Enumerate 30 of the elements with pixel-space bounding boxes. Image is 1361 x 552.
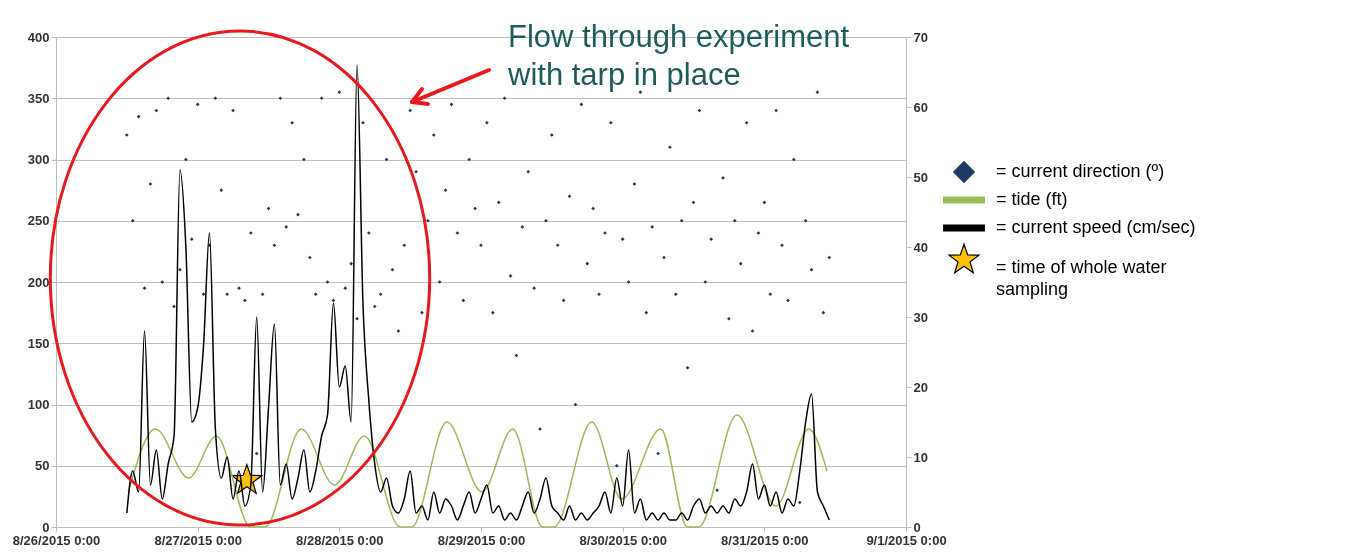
y-tick-label: 100	[27, 397, 50, 412]
legend-label: = current speed (cm/sec)	[996, 217, 1196, 237]
annotation: Flow through experiment with tarp in place	[507, 19, 850, 92]
y2-tick-label: 20	[913, 379, 928, 395]
y-tick-label: 250	[27, 213, 50, 229]
y2-tick-label: 60	[913, 99, 928, 115]
x-tick-label: 8/31/2015 0:00	[721, 532, 809, 548]
y-tick-label: 0	[42, 519, 50, 535]
y-tick-label: 50	[35, 458, 50, 474]
y-tick-label: 400	[27, 29, 50, 45]
y2-tick-label: 50	[913, 169, 928, 185]
x-tick-label: 8/28/2015 0:00	[296, 532, 384, 548]
y2-tick-label: 70	[913, 29, 928, 45]
legend-label: = tide (ft)	[996, 189, 1068, 209]
x-tick-label: 8/29/2015 0:00	[437, 532, 526, 548]
y-tick-label: 150	[27, 335, 50, 351]
x-tick-label: 8/27/2015 0:00	[154, 532, 242, 548]
y-tick-label: 200	[27, 274, 50, 290]
y-tick-label: 300	[27, 152, 50, 167]
legend-label: = time of whole water sampling	[996, 257, 1167, 299]
x-tick-label: 9/1/2015 0:00	[866, 532, 947, 548]
y2-tick-label: 10	[913, 449, 928, 465]
y2-tick-label: 0	[913, 519, 921, 535]
legend-label: = current direction (º)	[996, 161, 1165, 181]
line-series	[127, 414, 828, 528]
x-tick-label: 8/26/2015 0:00	[12, 532, 101, 548]
y-tick-label: 350	[27, 90, 50, 106]
x-tick-label: 8/30/2015 0:00	[579, 532, 667, 548]
y2-tick-label: 40	[913, 239, 928, 255]
y2-tick-label: 30	[913, 309, 928, 325]
